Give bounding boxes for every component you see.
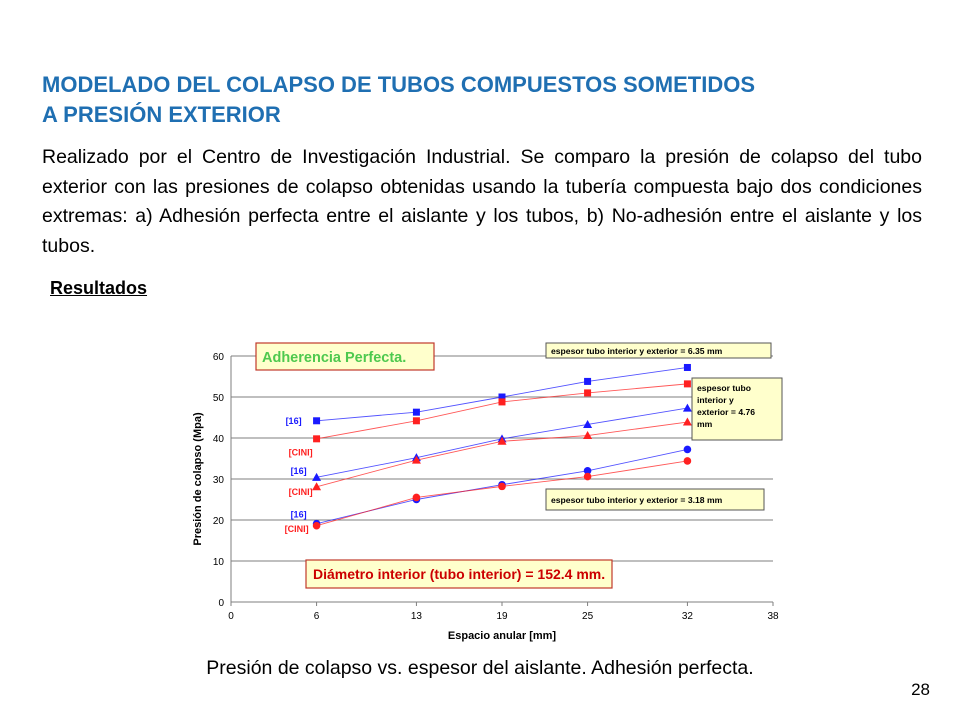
title-line-1: MODELADO DEL COLAPSO DE TUBOS COMPUESTOS… <box>42 72 756 97</box>
adherence-label: Adherencia Perfecta. <box>262 350 406 366</box>
y-tick-label: 30 <box>213 475 225 486</box>
data-point-circle <box>412 493 421 502</box>
page-title: MODELADO DEL COLAPSO DE TUBOS COMPUESTOS… <box>42 70 922 130</box>
series-layer <box>312 363 692 530</box>
thickness-box-3-18 <box>545 488 765 511</box>
data-point-triangle <box>583 431 593 440</box>
data-point-circle <box>498 482 506 491</box>
y-axis-label: Presión de colapso (Mpa) <box>192 412 204 546</box>
x-axis-label: Espacio anular [mm] <box>448 630 557 642</box>
thickness-label-4-76-line: mm <box>697 419 713 429</box>
x-tick-label: 6 <box>314 611 320 622</box>
data-point-circle <box>312 521 321 530</box>
data-point-square <box>498 393 506 401</box>
data-point-square <box>412 417 420 425</box>
data-point-triangle <box>682 417 692 426</box>
thickness-box-4-76 <box>691 377 783 441</box>
data-point-square <box>683 380 691 388</box>
adherence-box <box>255 342 435 371</box>
data-point-square <box>313 435 321 443</box>
y-tick-label: 40 <box>213 434 225 445</box>
results-heading: Resultados <box>50 278 148 298</box>
data-point-triangle <box>312 472 322 481</box>
data-point-triangle <box>312 482 322 491</box>
series-label: [16] <box>291 466 307 476</box>
x-tick-label: 38 <box>767 611 779 622</box>
x-tick-label: 0 <box>228 611 234 622</box>
data-point-square <box>313 417 321 425</box>
x-tick-label: 19 <box>496 611 508 622</box>
data-point-square <box>584 377 592 385</box>
data-point-circle <box>683 457 692 465</box>
data-point-triangle <box>682 403 692 412</box>
data-point-circle <box>683 445 692 454</box>
thickness-label-3-18: espesor tubo interior y exterior = 3.18 … <box>551 495 723 505</box>
diameter-box <box>305 559 613 589</box>
series-label: [CINI] <box>289 487 313 497</box>
data-point-triangle <box>497 436 507 445</box>
data-point-square <box>584 389 592 397</box>
y-tick-label: 60 <box>213 352 225 363</box>
thickness-label-4-76-line: espesor tubo <box>697 383 751 393</box>
thickness-box-6-35 <box>545 342 772 359</box>
page-number: 28 <box>911 680 930 699</box>
title-line-2: A PRESIÓN EXTERIOR <box>42 102 281 127</box>
x-tick-label: 32 <box>682 611 694 622</box>
series-label: [16] <box>286 416 302 426</box>
y-tick-label: 20 <box>213 516 225 527</box>
intro-paragraph: Realizado por el Centro de Investigación… <box>42 146 922 257</box>
series-label: [16] <box>291 510 307 520</box>
data-point-square <box>683 363 691 371</box>
axes: 0 10 20 30 40 50 60 0 6 13 19 25 32 38 Espacio anular … <box>192 352 779 642</box>
collapse-pressure-chart: 0 10 20 30 40 50 60 0 6 13 19 25 32 38 Espacio anular … <box>184 336 792 648</box>
thickness-label-6-35: espesor tubo interior y exterior = 6.35 … <box>551 346 723 356</box>
y-tick-label: 0 <box>218 598 224 609</box>
data-point-circle <box>583 472 592 481</box>
x-tick-label: 25 <box>582 611 594 622</box>
chart-svg: 0 10 20 30 40 50 60 0 6 13 19 25 32 38 Espacio anular … <box>184 336 792 648</box>
series-label: [CINI] <box>285 524 309 534</box>
thickness-label-4-76-line: exterior = 4.76 <box>697 407 755 417</box>
y-tick-label: 50 <box>213 393 225 404</box>
data-point-triangle <box>411 455 421 464</box>
diameter-label: Diámetro interior (tubo interior) = 152.… <box>313 566 605 582</box>
chart-caption: Presión de colapso vs. espesor del aisla… <box>206 657 754 679</box>
x-tick-label: 13 <box>411 611 423 622</box>
data-point-square <box>498 398 506 406</box>
series-label: [CINI] <box>289 447 313 457</box>
data-point-circle <box>583 467 592 475</box>
annotation-layer: [16] [CINI] [16] [CINI] [16] [CINI] Adherencia… <box>255 342 783 589</box>
data-point-square <box>412 408 420 416</box>
thickness-label-4-76-line: interior y <box>697 395 734 405</box>
y-tick-label: 10 <box>213 557 225 568</box>
data-point-triangle <box>583 419 593 428</box>
